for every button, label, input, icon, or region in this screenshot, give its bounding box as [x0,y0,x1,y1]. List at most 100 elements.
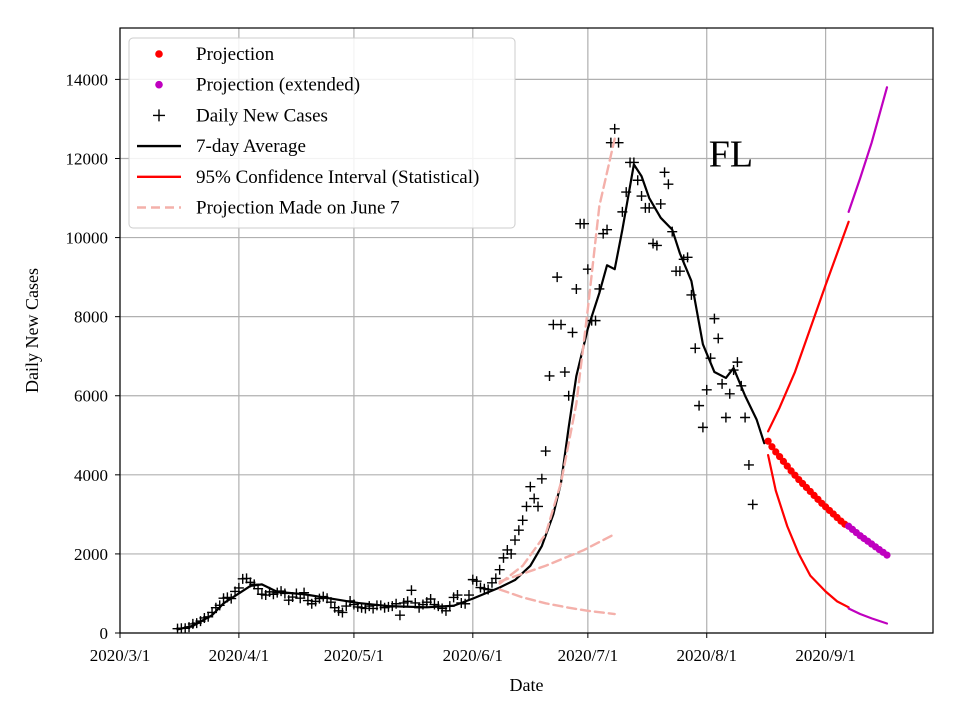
data-point [701,384,712,395]
data-point [717,378,728,389]
x-tick-label: 2020/9/1 [795,646,855,665]
data-point [563,390,574,401]
data-point [337,607,348,618]
legend-entry: Projection (extended) [155,75,360,96]
data-point [613,137,624,148]
projection-point [883,551,891,559]
data-point [540,446,551,457]
legend-entry: 95% Confidence Interval (Statistical) [137,167,479,188]
legend-label: Projection [196,44,275,65]
95-confidence-interval-extended-lower-line [847,607,889,625]
legend-marker-dot [155,50,163,58]
data-point [590,315,601,326]
projection-points [764,437,849,528]
data-point [513,525,524,536]
x-tick-label: 2020/8/1 [677,646,737,665]
data-point [394,610,405,621]
data-point [463,590,474,601]
data-point [663,179,674,190]
data-point [690,343,701,354]
data-point [655,198,666,209]
projection-made-on-june-7-lower-line [498,588,616,616]
y-tick-label: 2000 [74,545,108,564]
x-tick-label: 2020/3/1 [90,646,150,665]
data-point [743,459,754,470]
data-point [536,473,547,484]
data-point [636,191,647,202]
y-tick-label: 14000 [66,70,109,89]
legend-label: Projection Made on June 7 [196,198,400,219]
x-tick-label: 2020/7/1 [558,646,618,665]
data-point [517,515,528,526]
data-point [740,412,751,423]
projection-made-on-june-7-central-line [498,137,616,585]
x-tick-label: 2020/5/1 [324,646,384,665]
y-tick-label: 10000 [66,229,109,248]
axes-frame [119,27,934,634]
data-point [644,202,655,213]
data-point [544,370,555,381]
data-point [533,501,544,512]
projection-made-on-june-7-upper-line [498,532,616,583]
legend-marker-dot [155,80,163,89]
series-layer [172,86,891,634]
projection-point [764,437,772,445]
95-confidence-interval-statistical-lower-line [767,453,850,609]
data-point [602,224,613,235]
data-point [425,593,436,604]
data-point [674,266,685,277]
legend-label: 95% Confidence Interval (Statistical) [196,167,479,188]
data-point [402,596,413,607]
data-point [609,123,620,134]
data-point [567,327,578,338]
data-point [406,585,417,596]
y-tick-label: 12000 [66,149,109,168]
data-point [471,576,482,587]
legend: Projection Projection (extended) Daily New… [128,37,516,229]
x-axis-title: Date [510,675,544,695]
state-annotation: FL [709,133,753,175]
legend-marker-plus [153,109,165,122]
data-point [697,422,708,433]
data-point [529,493,540,504]
data-point [525,481,536,492]
legend-entry: Daily New Cases [153,105,328,126]
data-point [490,573,501,584]
data-point [509,535,520,546]
data-point [552,272,563,283]
data-point [498,552,509,563]
y-tick-label: 0 [100,624,109,643]
data-point [720,412,731,423]
data-point [559,367,570,378]
legend-entry: 7-day Average [137,136,306,157]
data-point [452,590,463,601]
data-point [632,175,643,186]
legend-entry: Projection Made on June 7 [137,198,400,219]
data-point [747,499,758,510]
data-point [732,357,743,368]
legend-entry: Projection [155,44,275,65]
data-point [724,388,735,399]
95-confidence-interval-statistical-upper-line [767,220,850,433]
data-point [651,240,662,251]
data-point [682,252,693,263]
y-tick-label: 4000 [74,466,108,485]
data-point [579,218,590,229]
ticks: 2020/3/1 2020/4/1 2020/5/1 2020/6/1 2020/7/1… [66,70,856,665]
7-day-average-line [176,163,766,631]
y-tick-label: 8000 [74,308,108,327]
95-confidence-interval-extended-upper-line [847,86,889,213]
data-point [659,167,670,178]
data-point [713,333,724,344]
legend-box [128,37,516,229]
y-axis-title: Daily New Cases [22,268,42,393]
x-tick-label: 2020/4/1 [209,646,269,665]
legend-label: Projection (extended) [196,75,360,96]
data-point [233,582,244,593]
data-point [694,400,705,411]
projection-extended-points [845,522,891,559]
legend-label: 7-day Average [196,136,306,157]
data-point [556,319,567,330]
